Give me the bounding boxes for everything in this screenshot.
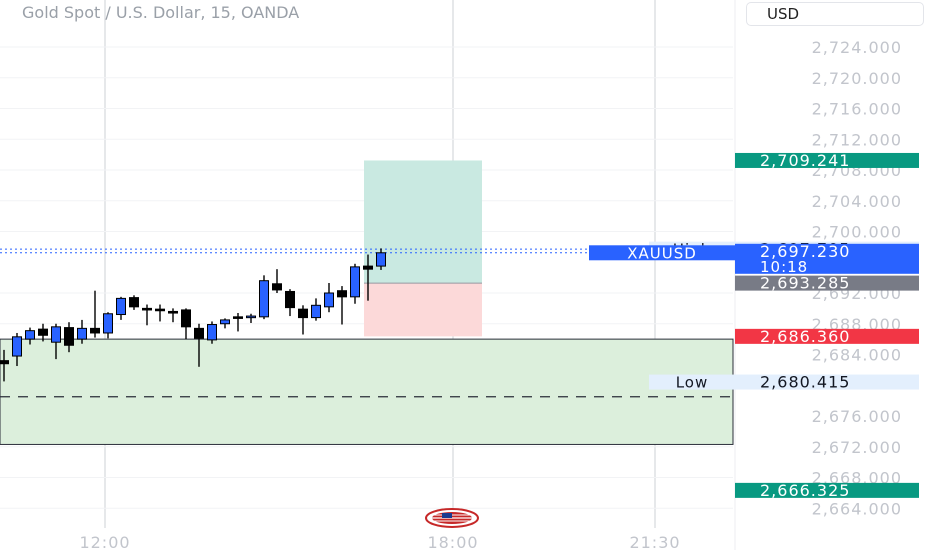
candle [376,248,386,270]
svg-text:2,693.285: 2,693.285 [760,274,850,293]
candle [12,332,22,367]
candle [90,290,100,338]
candle [285,289,295,317]
candle [168,308,178,323]
price-tick-label: 2,716.000 [812,100,902,119]
price-tick-label: 2,700.000 [812,223,902,242]
price-markers: 2,709.2412,697.705High2,697.23010:18XAUU… [589,151,919,500]
candle [64,322,74,353]
candle [207,321,217,344]
candle [298,305,308,335]
svg-text:2,686.360: 2,686.360 [760,327,850,346]
svg-text:10:18: 10:18 [760,258,808,276]
price-tick-label: 2,704.000 [812,192,902,211]
candle [350,263,360,304]
candle [181,308,191,340]
candle [311,298,321,321]
svg-text:2,666.325: 2,666.325 [760,481,850,500]
position-stop-zone[interactable] [364,283,482,337]
candle [142,304,152,326]
price-tick-label: 2,676.000 [812,407,902,426]
candle [25,327,35,345]
time-tick-label: 18:00 [427,533,478,550]
price-tick-label: 2,720.000 [812,69,902,88]
svg-text:2,680.415: 2,680.415 [760,373,850,392]
price-tick-label: 2,672.000 [812,438,902,457]
support-zone[interactable] [0,338,734,445]
price-tick-label: 2,664.000 [812,499,902,518]
candle [220,318,230,329]
price-tick-label: 2,684.000 [812,346,902,365]
price-marker: 2,686.360 [735,327,919,346]
symbol-title[interactable]: Gold Spot / U.S. Dollar, 15, OANDA [22,3,300,22]
svg-text:2,709.241: 2,709.241 [760,151,850,170]
svg-text:2,697.230: 2,697.230 [760,242,850,261]
candle [116,296,126,320]
price-tick-label: 2,668.000 [812,469,902,488]
us-flag-icon [425,508,479,528]
candle [246,313,256,323]
candle [51,323,61,360]
time-axis[interactable]: 12:00 18:00 21:30 [79,533,680,550]
candle [103,312,113,339]
price-marker-tag: Low [676,374,709,392]
chart-zones [0,160,734,445]
candle [0,349,9,382]
price-marker-tag: XAUUSD [627,244,697,262]
time-tick-label: 12:00 [79,533,130,550]
candle [337,286,347,325]
currency-button[interactable]: USD [746,2,924,26]
candle [77,319,87,344]
candle [194,323,204,367]
price-marker: 2,693.285 [735,274,919,293]
candle [272,269,282,293]
candle [324,283,334,313]
candle [155,304,165,322]
candle [38,323,48,342]
price-tick-label: 2,724.000 [812,38,902,57]
price-marker: 2,680.415 Low [649,373,919,392]
candle [259,275,269,320]
candle [363,254,373,301]
price-tick-label: 2,712.000 [812,130,902,149]
price-marker: 2,666.325 [735,481,919,500]
candle [129,295,139,310]
price-axis[interactable]: 2,724.000 2,720.000 2,716.000 2,712.000 2,70… [812,38,902,518]
candle [233,312,243,332]
time-tick-label: 21:30 [629,533,680,550]
candles [0,248,386,382]
price-marker: 2,709.241 [735,151,919,170]
